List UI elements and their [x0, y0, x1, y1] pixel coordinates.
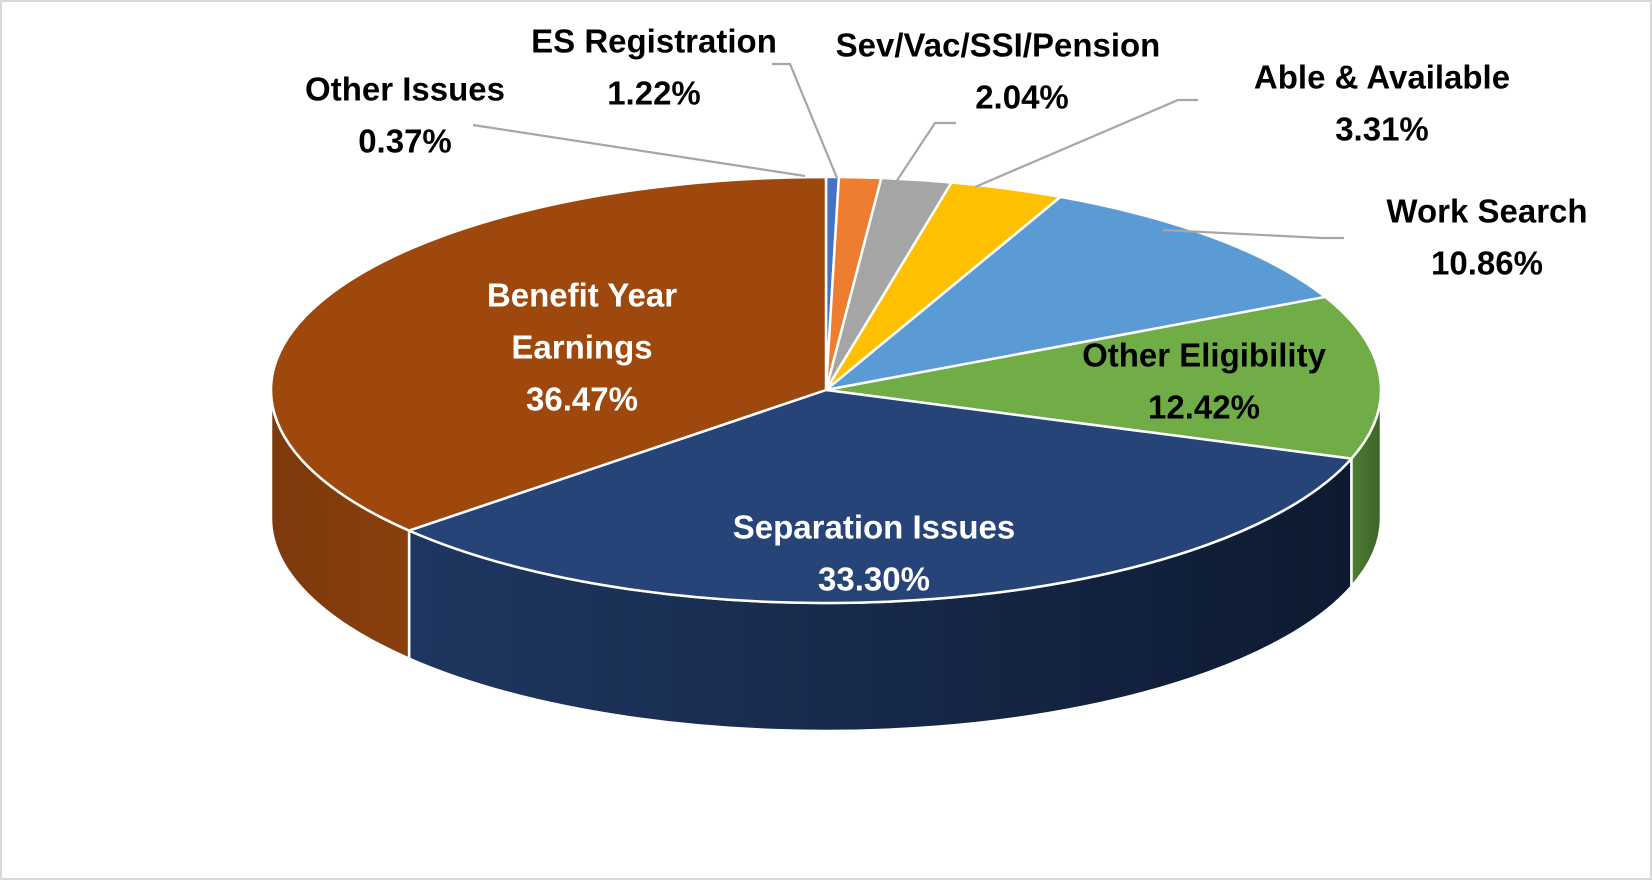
slice-value-sev-vac-ssi-pension: 2.04%: [975, 79, 1069, 116]
slice-labels: Other Issues 0.37% ES Registration 1.22% Sev…: [305, 23, 1588, 598]
slice-label-other-issues: Other Issues: [305, 71, 505, 108]
slice-label-other-eligibility: Other Eligibility: [1082, 337, 1327, 374]
slice-label-benefit-year-earnings: Benefit Year: [487, 277, 677, 314]
pie-slice-benefit-year-earnings: [269, 175, 828, 532]
slice-value-other-eligibility: 12.42%: [1148, 389, 1260, 426]
slice-label-sev-vac-ssi-pension: Sev/Vac/SSI/Pension: [836, 27, 1161, 64]
leader-line-able-available: [974, 98, 1198, 189]
slice-value-able-available: 3.31%: [1335, 111, 1429, 148]
slice-label-separation-issues: Separation Issues: [733, 509, 1015, 546]
leader-line-es-registration: [772, 62, 839, 179]
slice-label-benefit-year-earnings: Earnings: [511, 329, 652, 366]
leader-line-work-search: [1162, 228, 1344, 240]
slice-label-able-available: Able & Available: [1254, 59, 1510, 96]
pie-slice-separation-issues: [407, 388, 1353, 605]
pie-slice-other-eligibility: [824, 295, 1383, 460]
leader-lines: [472, 62, 1344, 240]
slice-value-other-issues: 0.37%: [358, 123, 452, 160]
pie-side-walls: [269, 389, 1383, 733]
pie-top-faces: [269, 175, 1383, 605]
slice-value-separation-issues: 33.30%: [818, 561, 930, 598]
slice-value-work-search: 10.86%: [1431, 245, 1543, 282]
slice-label-work-search: Work Search: [1386, 193, 1587, 230]
slice-label-es-registration: ES Registration: [531, 23, 777, 60]
slice-value-es-registration: 1.22%: [607, 75, 701, 112]
leader-line-other-issues: [472, 123, 806, 178]
leader-line-sev-vac-ssi-pension: [895, 121, 956, 183]
slice-value-benefit-year-earnings: 36.47%: [526, 381, 638, 418]
pie-slice-work-search: [824, 195, 1327, 392]
